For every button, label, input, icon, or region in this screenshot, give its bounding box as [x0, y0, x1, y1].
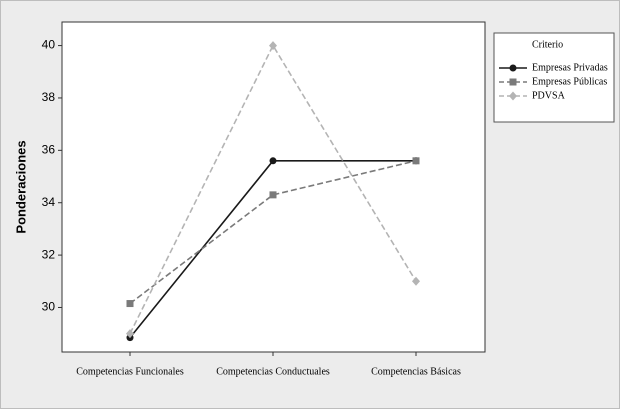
data-point	[269, 157, 277, 165]
legend-marker	[509, 78, 517, 86]
plot-area	[61, 21, 486, 353]
x-tick-label: Competencias Funcionales	[76, 366, 184, 377]
y-axis-label: Ponderaciones	[13, 140, 28, 233]
series-line	[129, 43, 417, 335]
legend-marker	[509, 64, 517, 72]
y-tick-label: 36	[42, 143, 56, 157]
legend-label: PDVSA	[532, 90, 566, 101]
y-tick-label: 34	[42, 195, 56, 209]
data-point	[269, 41, 277, 51]
legend-marker	[509, 91, 517, 101]
data-point	[412, 157, 420, 165]
series-line	[129, 160, 417, 305]
data-point	[126, 300, 134, 308]
x-tick-label: Competencias Conductuales	[216, 366, 330, 377]
data-point	[269, 191, 277, 199]
y-tick-label: 30	[42, 300, 56, 314]
y-tick-label: 32	[42, 247, 56, 261]
data-point	[412, 276, 420, 286]
legend-box	[493, 32, 615, 123]
legend-label: Empresas Públicas	[532, 76, 607, 87]
legend-label: Empresas Privadas	[532, 62, 608, 73]
x-tick-label: Competencias Básicas	[371, 366, 461, 377]
y-tick-label: 38	[42, 90, 56, 104]
legend-title: Criterio	[532, 39, 563, 50]
y-tick-label: 40	[42, 38, 56, 52]
data-point	[126, 329, 134, 339]
